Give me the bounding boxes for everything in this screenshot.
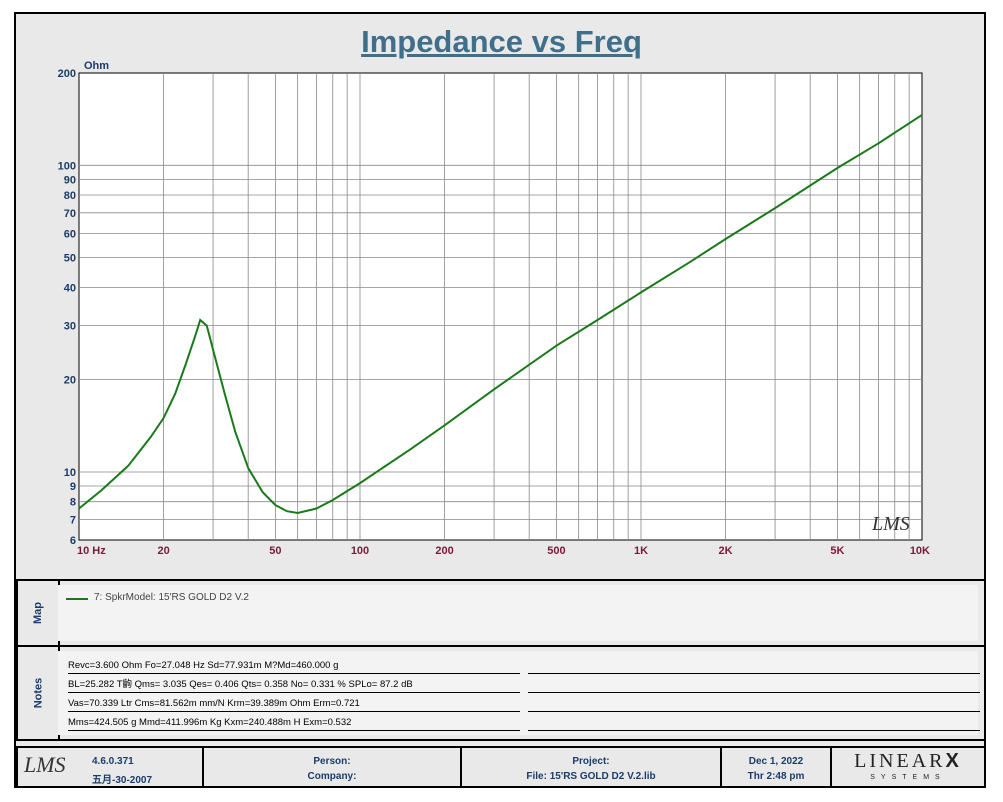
- footer-time: Thr 2:48 pm: [747, 771, 805, 782]
- y-tick-label: 40: [64, 282, 76, 294]
- y-tick-label: 100: [58, 160, 76, 172]
- footer-version-date: 五月-30-2007: [92, 775, 153, 786]
- y-tick-label: 70: [64, 208, 76, 220]
- y-tick-label: 80: [64, 190, 76, 202]
- y-tick-label: 6: [70, 535, 76, 547]
- footer-company-label: Company:: [307, 771, 357, 782]
- notes-panel: Notes Revc=3.600 Ohm Fo=27.048 Hz Sd=77.…: [16, 645, 986, 741]
- x-tick-label: 10 Hz: [77, 545, 106, 557]
- y-tick-label: 90: [64, 174, 76, 186]
- y-tick-label: 9: [70, 481, 76, 493]
- y-tick-label: 200: [58, 68, 76, 80]
- y-axis-label: Ohm: [84, 60, 109, 72]
- note-line-2: BL=25.282 T齣 Qms= 3.035 Qes= 0.406 Qts= …: [68, 678, 520, 693]
- footer-file-label: File: 15'RS GOLD D2 V.2.lib: [526, 771, 656, 782]
- chart-title: Impedance vs Freq: [361, 24, 642, 59]
- plot-area: [78, 72, 923, 541]
- notes-side-label: Notes: [18, 647, 60, 739]
- y-tick-label: 10: [64, 467, 76, 479]
- footer-brand-logo: LINEARX: [832, 750, 984, 773]
- y-tick-label: 60: [64, 228, 76, 240]
- footer-version-cell: LMS 4.6.0.371 五月-30-2007: [18, 748, 204, 786]
- note-blank-2: [528, 678, 980, 693]
- lms-watermark: LMS: [871, 513, 910, 535]
- x-tick-label: 100: [351, 545, 369, 557]
- footer-person-label: Person:: [313, 756, 351, 767]
- footer-bar: LMS 4.6.0.371 五月-30-2007 Person: Company…: [16, 746, 986, 788]
- footer-project-cell: Project: File: 15'RS GOLD D2 V.2.lib: [462, 748, 722, 786]
- y-tick-label: 20: [64, 375, 76, 387]
- series-line-impedance: [78, 114, 923, 515]
- footer-brand-cell: LINEARX SYSTEMS: [832, 748, 984, 786]
- note-line-1: Revc=3.600 Ohm Fo=27.048 Hz Sd=77.931m M…: [68, 659, 520, 674]
- grid-lines: [79, 73, 922, 540]
- x-tick-label: 1K: [634, 545, 648, 557]
- legend-swatch: [66, 598, 88, 600]
- x-tick-label: 200: [435, 545, 453, 557]
- footer-lms-logo: LMS: [24, 752, 66, 777]
- map-panel: Map 7: SpkrModel: 15'RS GOLD D2 V.2: [16, 579, 986, 647]
- y-tick-label: 7: [70, 514, 76, 526]
- y-tick-label: 50: [64, 253, 76, 265]
- map-legend-area: 7: SpkrModel: 15'RS GOLD D2 V.2: [58, 585, 978, 641]
- footer-brand-name: LINEAR: [854, 750, 946, 772]
- footer-date-cell: Dec 1, 2022 Thr 2:48 pm: [722, 748, 832, 786]
- x-tick-label: 10K: [910, 545, 930, 557]
- footer-project-label: Project:: [572, 756, 610, 767]
- y-tick-labels: 6 7 8 9 10 20 30 40 50 60 70 80 90 100 200: [58, 68, 76, 547]
- impedance-chart: 10 Hz 20 50 100 200 500 1K 2K 5K 10K 6 7 8 9 10 20 30 40…: [58, 60, 930, 557]
- note-blank-3: [528, 697, 980, 712]
- note-blank-4: [528, 716, 980, 731]
- note-line-4: Mms=424.505 g Mmd=411.996m Kg Kxm=240.48…: [68, 716, 520, 731]
- x-tick-label: 2K: [719, 545, 733, 557]
- notes-area: Revc=3.600 Ohm Fo=27.048 Hz Sd=77.931m M…: [58, 651, 980, 735]
- x-tick-labels: 10 Hz 20 50 100 200 500 1K 2K 5K 10K: [77, 545, 930, 557]
- x-tick-label: 500: [547, 545, 565, 557]
- note-line-3: Vas=70.339 Ltr Cms=81.562m mm/N Krm=39.3…: [68, 697, 520, 712]
- footer-brand-subtitle: SYSTEMS: [870, 774, 946, 781]
- note-blank-1: [528, 659, 980, 674]
- y-tick-label: 30: [64, 321, 76, 333]
- legend-entry: 7: SpkrModel: 15'RS GOLD D2 V.2: [94, 592, 249, 603]
- x-tick-label: 20: [157, 545, 169, 557]
- footer-version: 4.6.0.371: [92, 756, 134, 767]
- footer-brand-x: X: [945, 750, 962, 772]
- x-tick-label: 50: [269, 545, 281, 557]
- map-side-label: Map: [18, 581, 60, 645]
- y-tick-label: 8: [70, 497, 76, 509]
- footer-person-cell: Person: Company:: [204, 748, 462, 786]
- footer-date: Dec 1, 2022: [748, 756, 804, 767]
- x-tick-label: 5K: [830, 545, 844, 557]
